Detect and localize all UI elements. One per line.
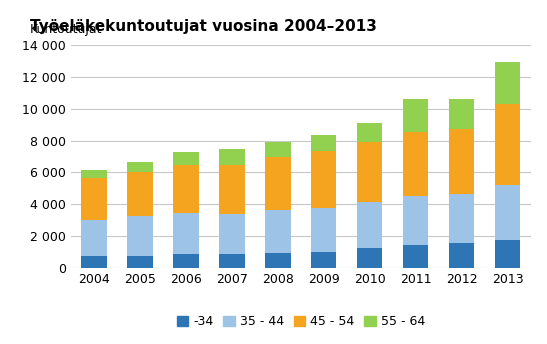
Bar [265, 142, 290, 157]
Bar [219, 164, 245, 214]
Bar [173, 152, 199, 165]
Bar [357, 123, 382, 142]
Bar [173, 213, 199, 254]
Bar [403, 245, 428, 268]
Bar [219, 149, 245, 164]
Legend: -34, 35 - 44, 45 - 54, 55 - 64: -34, 35 - 44, 45 - 54, 55 - 64 [172, 310, 430, 333]
Bar [403, 99, 428, 132]
Bar [127, 216, 153, 256]
Bar [311, 252, 336, 268]
Bar [265, 157, 290, 210]
Bar [403, 196, 428, 245]
Bar [82, 221, 107, 256]
Bar [495, 104, 520, 185]
Bar [449, 194, 474, 243]
Bar [495, 185, 520, 240]
Bar [219, 254, 245, 268]
Bar [495, 240, 520, 268]
Bar [265, 253, 290, 268]
Bar [82, 170, 107, 178]
Bar [311, 151, 336, 208]
Bar [82, 256, 107, 268]
Bar [449, 243, 474, 268]
Bar [127, 256, 153, 268]
Text: Työeläkekuntoutujat vuosina 2004–2013: Työeläkekuntoutujat vuosina 2004–2013 [30, 19, 377, 34]
Bar [403, 132, 428, 196]
Bar [219, 214, 245, 254]
Bar [265, 210, 290, 253]
Bar [449, 129, 474, 194]
Bar [127, 172, 153, 216]
Bar [357, 142, 382, 202]
Bar [311, 135, 336, 151]
Bar [449, 99, 474, 129]
Text: Kuntoutujat: Kuntoutujat [30, 23, 102, 36]
Bar [173, 254, 199, 268]
Bar [357, 202, 382, 248]
Bar [127, 162, 153, 172]
Bar [311, 208, 336, 252]
Bar [495, 62, 520, 104]
Bar [357, 248, 382, 268]
Bar [173, 165, 199, 213]
Bar [82, 178, 107, 221]
